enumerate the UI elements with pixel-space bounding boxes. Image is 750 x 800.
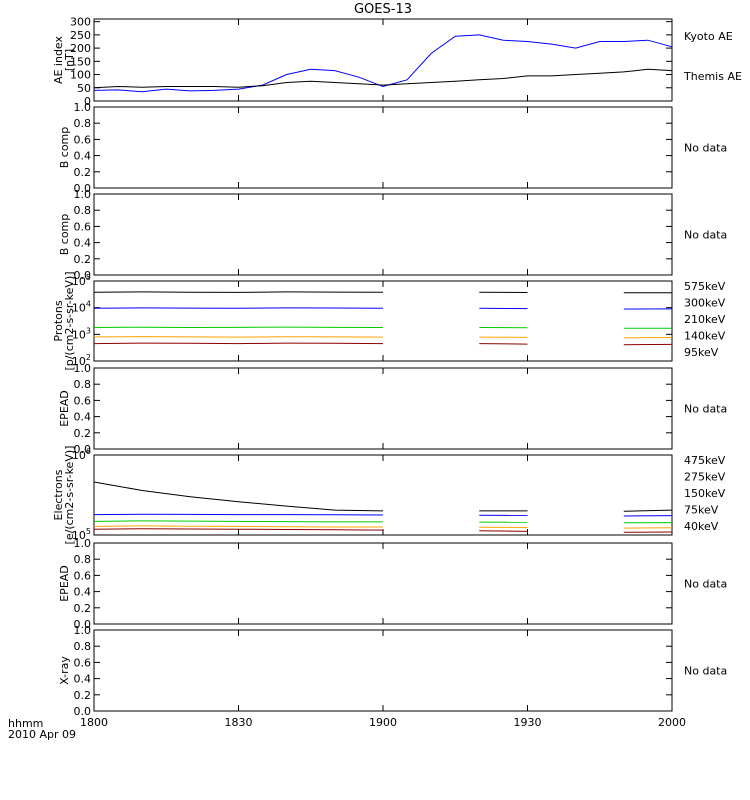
y-tick-label: 0.8 <box>74 117 92 130</box>
series-line-575kev <box>479 343 528 345</box>
series-line-475kev <box>479 530 528 532</box>
panel-frame-protons <box>93 280 673 362</box>
panel-frame-b2 <box>93 193 673 276</box>
y-tick-label: 0.8 <box>74 640 92 653</box>
y-axis-label: EPEAD <box>58 565 71 602</box>
y-axis-label: AE index <box>52 35 65 84</box>
panel-frame-electrons <box>93 454 673 536</box>
series-line-themis-ae <box>93 68 673 89</box>
legend-575kev: 575keV <box>684 280 726 293</box>
y-axis-label: EPEAD <box>58 390 71 427</box>
panel-status: No data <box>684 229 727 242</box>
legend-475kev: 475keV <box>684 454 726 467</box>
y-tick-label: 0.2 <box>74 602 92 615</box>
legend-themis-ae: Themis AE <box>683 70 742 83</box>
y-axis-label: Electrons <box>52 469 65 520</box>
y-tick-label: 100 <box>70 69 91 82</box>
y-tick-label: 0.6 <box>74 569 92 582</box>
y-axis-label: Protons <box>52 300 65 341</box>
y-tick-label: 1.0 <box>74 188 92 201</box>
panel-status: No data <box>684 665 727 678</box>
panel-status: No data <box>684 403 727 416</box>
panel-frame-epead2 <box>93 542 673 625</box>
y-tick-label: 0.6 <box>74 656 92 669</box>
y-tick-label: 0.6 <box>74 133 92 146</box>
panel-frame-b1 <box>93 106 673 189</box>
series-line-40kev <box>623 509 673 512</box>
y-tick-label: 0.8 <box>74 378 92 391</box>
y-axis-label: [p/(cm2-s-sr-keV)] <box>63 271 76 370</box>
series-line-300kev <box>93 336 384 338</box>
panel-frame-ae <box>93 18 673 102</box>
y-tick-label: 0.2 <box>74 689 92 702</box>
y-tick-label: 1.0 <box>74 101 92 114</box>
legend-210kev: 210keV <box>684 313 726 326</box>
y-tick-label: 300 <box>70 16 91 29</box>
series-line-275kev <box>93 525 383 528</box>
x-tick-label: 2000 <box>658 716 686 729</box>
y-tick-label: 0.2 <box>74 427 92 440</box>
y-tick-label: 0.2 <box>74 253 92 266</box>
x-tick-label: 1830 <box>225 716 253 729</box>
panel-frame-xray <box>93 629 673 712</box>
y-tick-label: 0.4 <box>74 586 92 599</box>
y-tick-label: 0.0 <box>74 618 92 631</box>
y-axis-label: B comp <box>58 214 71 256</box>
series-line-kyoto-ae <box>93 34 673 93</box>
y-tick-label: 0.0 <box>74 443 92 456</box>
y-axis-label: B comp <box>58 127 71 169</box>
series-line-95kev <box>93 291 384 293</box>
x-tick-label: 1930 <box>514 716 542 729</box>
y-tick-label: 0.4 <box>74 411 92 424</box>
y-tick-label: 0.0 <box>74 705 92 718</box>
series-line-75kev <box>93 513 384 516</box>
y-tick-label: 0.4 <box>74 150 92 163</box>
x-tick-label: 1900 <box>369 716 397 729</box>
legend-95kev: 95keV <box>684 346 719 359</box>
y-axis-label: [e/(cm2-s-sr-keV)] <box>63 446 76 545</box>
y-tick-label: 50 <box>77 82 91 95</box>
legend-40kev: 40keV <box>684 520 719 533</box>
panel-status: No data <box>684 578 727 591</box>
y-axis-label: X-ray <box>58 656 71 685</box>
y-tick-label: 1.0 <box>74 537 92 550</box>
panel-status: No data <box>684 142 727 155</box>
date-label: 2010 Apr 09 <box>8 728 76 741</box>
y-tick-label: 250 <box>70 29 91 42</box>
y-tick-label: 0.0 <box>74 269 92 282</box>
y-tick-label: 0.4 <box>74 673 92 686</box>
y-tick-label: 0.8 <box>74 204 92 217</box>
y-tick-label: 1.0 <box>74 624 92 637</box>
y-tick-label: 0.2 <box>74 166 92 179</box>
legend-150kev: 150keV <box>684 487 726 500</box>
series-line-475kev <box>93 528 384 531</box>
series-line-575kev <box>93 342 384 345</box>
y-tick-label: 0.6 <box>74 220 92 233</box>
legend-kyoto-ae: Kyoto AE <box>684 30 733 43</box>
legend-75kev: 75keV <box>684 504 719 517</box>
y-axis-label: [nT] <box>63 49 76 71</box>
y-tick-label: 1.0 <box>74 362 92 375</box>
y-tick-label: 0.6 <box>74 394 92 407</box>
series-line-150kev <box>93 520 383 523</box>
y-tick-label: 0 <box>84 95 91 108</box>
y-tick-label: 0.8 <box>74 553 92 566</box>
y-tick-label: 0.4 <box>74 237 92 250</box>
y-tick-label: 150 <box>70 55 91 68</box>
series-line-40kev <box>93 481 384 512</box>
y-tick-label: 0.0 <box>74 182 92 195</box>
legend-275kev: 275keV <box>684 471 726 484</box>
chart-title: GOES-13 <box>354 2 412 17</box>
panel-frame-epead1 <box>93 367 673 450</box>
legend-300kev: 300keV <box>684 297 726 310</box>
time-unit-label: hhmm <box>8 717 43 730</box>
legend-140kev: 140keV <box>684 330 726 343</box>
y-tick-label: 200 <box>70 42 91 55</box>
x-tick-label: 1800 <box>80 716 108 729</box>
